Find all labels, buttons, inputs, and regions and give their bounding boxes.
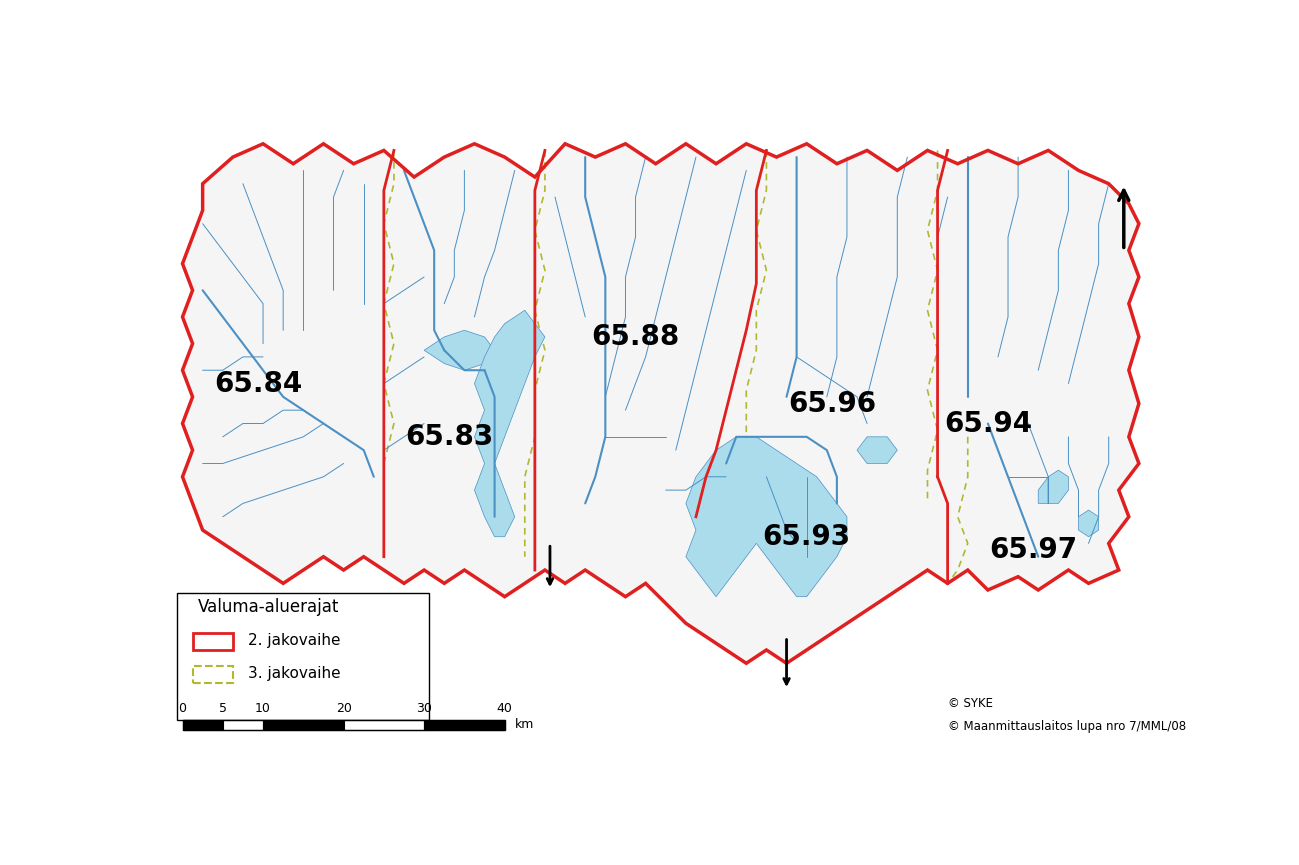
Text: 65.94: 65.94 <box>944 409 1031 438</box>
Text: 65.88: 65.88 <box>591 323 679 351</box>
Bar <box>192 632 233 650</box>
Polygon shape <box>686 437 847 597</box>
Polygon shape <box>474 311 546 536</box>
Bar <box>182 720 223 730</box>
Text: km: km <box>514 719 534 732</box>
Text: 40: 40 <box>496 702 513 714</box>
FancyBboxPatch shape <box>178 593 429 720</box>
Polygon shape <box>182 144 1139 663</box>
Text: 3. jakovaihe: 3. jakovaihe <box>248 666 340 682</box>
Text: 65.84: 65.84 <box>214 369 303 398</box>
Text: 65.93: 65.93 <box>763 522 851 551</box>
Bar <box>223 720 262 730</box>
Polygon shape <box>857 437 898 464</box>
Text: 65.83: 65.83 <box>405 423 494 451</box>
Text: © SYKE: © SYKE <box>948 696 992 710</box>
Bar <box>262 720 343 730</box>
Text: 5: 5 <box>218 702 227 714</box>
Polygon shape <box>423 330 495 370</box>
Text: © Maanmittauslaitos lupa nro 7/MML/08: © Maanmittauslaitos lupa nro 7/MML/08 <box>948 720 1186 733</box>
Bar <box>192 666 233 683</box>
Text: Valuma-aluerajat: Valuma-aluerajat <box>197 598 339 616</box>
Text: 2. jakovaihe: 2. jakovaihe <box>248 633 340 648</box>
Text: 65.96: 65.96 <box>787 389 876 418</box>
Text: 65.97: 65.97 <box>989 536 1077 564</box>
Bar <box>182 720 504 730</box>
Bar <box>423 720 504 730</box>
Polygon shape <box>1038 471 1069 503</box>
Polygon shape <box>1078 510 1099 536</box>
Text: 30: 30 <box>416 702 433 714</box>
Text: 10: 10 <box>255 702 271 714</box>
Bar <box>343 720 423 730</box>
Text: 20: 20 <box>335 702 352 714</box>
Text: 0: 0 <box>178 702 187 714</box>
